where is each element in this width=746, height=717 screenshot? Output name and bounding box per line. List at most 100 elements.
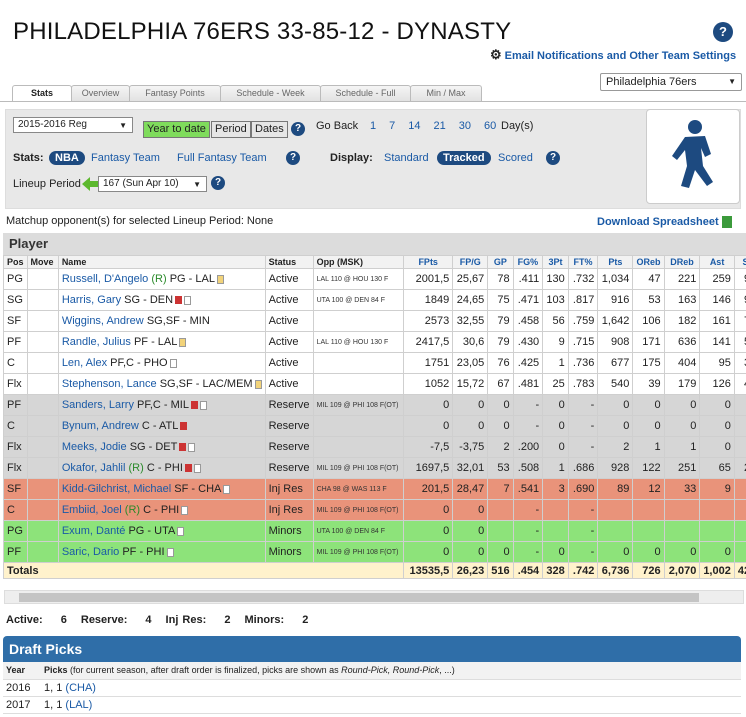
go-back-14[interactable]: 14	[408, 120, 421, 132]
note-icon[interactable]	[181, 505, 189, 515]
player-name-link[interactable]: Harris, Gary	[61, 294, 122, 306]
move-cell[interactable]	[26, 394, 59, 416]
move-cell[interactable]	[26, 310, 59, 332]
draft-pick-team-link[interactable]: (LAL)	[65, 698, 93, 711]
download-spreadsheet-link[interactable]: Download Spreadsheet	[597, 216, 732, 229]
status-cell[interactable]: Active	[264, 310, 314, 332]
note-icon[interactable]	[193, 463, 201, 473]
column-header[interactable]: FG%	[512, 255, 544, 269]
help-icon[interactable]: ?	[291, 122, 305, 136]
stats-fantasy-team-link[interactable]: Fantasy Team	[91, 152, 160, 164]
player-name-link[interactable]: Meeks, Jodie	[61, 441, 127, 453]
arrow-left-icon[interactable]	[82, 177, 98, 191]
note-icon[interactable]	[177, 526, 185, 536]
status-cell[interactable]: Active	[264, 352, 314, 374]
move-cell[interactable]	[26, 373, 59, 395]
note-icon[interactable]	[199, 400, 207, 410]
flag-icon[interactable]	[184, 464, 192, 473]
dates-button[interactable]: Dates	[251, 121, 288, 138]
lineup-period-select[interactable]: 167 (Sun Apr 10) ▼	[98, 176, 207, 192]
flag-icon[interactable]	[190, 401, 198, 410]
tab-schedule-full[interactable]: Schedule - Full	[320, 85, 411, 101]
stats-full-fantasy-team-link[interactable]: Full Fantasy Team	[177, 152, 267, 164]
column-header[interactable]: FPts	[403, 255, 454, 269]
move-cell[interactable]	[26, 268, 59, 290]
player-name-link[interactable]: Bynum, Andrew	[61, 420, 139, 432]
period-button[interactable]: Period	[211, 121, 251, 138]
news-note-icon[interactable]	[216, 274, 224, 284]
move-cell[interactable]	[26, 457, 59, 479]
go-back-7[interactable]: 7	[389, 120, 396, 132]
column-header[interactable]: 3Pt	[542, 255, 569, 269]
move-cell[interactable]	[26, 289, 59, 311]
scrollbar-thumb[interactable]	[19, 593, 699, 602]
move-cell[interactable]	[26, 478, 59, 500]
player-name-link[interactable]: Russell, D'Angelo	[61, 273, 149, 285]
note-icon[interactable]	[169, 358, 177, 368]
note-icon[interactable]	[166, 547, 174, 557]
tab-stats[interactable]: Stats	[12, 85, 72, 102]
year-to-date-button[interactable]: Year to date	[143, 121, 210, 138]
flag-icon[interactable]	[175, 296, 183, 305]
tab-overview[interactable]: Overview	[71, 85, 130, 101]
move-cell[interactable]	[26, 499, 59, 521]
player-name-link[interactable]: Embiid, Joel	[61, 504, 122, 516]
move-cell[interactable]	[26, 415, 59, 437]
column-header[interactable]: GP	[487, 255, 514, 269]
display-tracked-toggle[interactable]: Tracked	[437, 151, 491, 165]
player-name-link[interactable]: Exum, Danté	[61, 525, 126, 537]
column-header[interactable]: OReb	[632, 255, 665, 269]
go-back-21[interactable]: 21	[433, 120, 446, 132]
help-icon[interactable]: ?	[211, 176, 225, 190]
status-cell[interactable]: Reserve	[264, 394, 314, 416]
status-cell[interactable]: Reserve	[264, 436, 314, 458]
move-cell[interactable]	[26, 541, 59, 563]
horizontal-scrollbar[interactable]	[4, 590, 744, 604]
note-icon[interactable]	[184, 295, 192, 305]
column-header[interactable]: St	[733, 255, 746, 269]
player-name-link[interactable]: Wiggins, Andrew	[61, 315, 144, 327]
note-icon[interactable]	[188, 442, 196, 452]
column-header[interactable]: FP/G	[452, 255, 489, 269]
status-cell[interactable]: Inj Res	[264, 499, 314, 521]
flag-icon[interactable]	[179, 443, 187, 452]
draft-pick-team-link[interactable]: (CHA)	[65, 681, 96, 694]
move-cell[interactable]	[26, 352, 59, 374]
player-name-link[interactable]: Okafor, Jahlil	[61, 462, 126, 474]
help-icon[interactable]: ?	[713, 22, 733, 42]
column-header[interactable]: Ast	[699, 255, 735, 269]
status-cell[interactable]: Minors	[264, 541, 314, 563]
news-note-icon[interactable]	[254, 379, 262, 389]
go-back-60[interactable]: 60	[484, 120, 497, 132]
column-header[interactable]: DReb	[663, 255, 701, 269]
go-back-1[interactable]: 1	[370, 120, 377, 132]
status-cell[interactable]: Active	[264, 373, 314, 395]
tab-min-max[interactable]: Min / Max	[410, 85, 482, 101]
column-header[interactable]: Pts	[597, 255, 634, 269]
status-cell[interactable]: Active	[264, 331, 314, 353]
go-back-30[interactable]: 30	[458, 120, 471, 132]
team-select[interactable]: Philadelphia 76ers ▼	[600, 73, 742, 91]
player-name-link[interactable]: Randle, Julius	[61, 336, 131, 348]
season-select[interactable]: 2015-2016 Reg ▼	[13, 117, 133, 133]
status-cell[interactable]: Reserve	[264, 415, 314, 437]
column-header[interactable]: FT%	[567, 255, 599, 269]
player-name-link[interactable]: Stephenson, Lance	[61, 378, 157, 390]
player-name-link[interactable]: Sanders, Larry	[61, 399, 134, 411]
flag-icon[interactable]	[180, 422, 188, 431]
help-icon[interactable]: ?	[546, 151, 560, 165]
stats-nba-toggle[interactable]: NBA	[49, 151, 85, 165]
news-note-icon[interactable]	[179, 337, 187, 347]
status-cell[interactable]: Active	[264, 289, 314, 311]
player-name-link[interactable]: Saric, Dario	[61, 546, 120, 558]
move-cell[interactable]	[26, 436, 59, 458]
display-standard-link[interactable]: Standard	[384, 152, 429, 164]
status-cell[interactable]: Inj Res	[264, 478, 314, 500]
status-cell[interactable]: Minors	[264, 520, 314, 542]
status-cell[interactable]: Active	[264, 268, 314, 290]
help-icon[interactable]: ?	[286, 151, 300, 165]
display-scored-link[interactable]: Scored	[498, 152, 533, 164]
note-icon[interactable]	[223, 484, 231, 494]
player-name-link[interactable]: Len, Alex	[61, 357, 108, 369]
player-name-link[interactable]: Kidd-Gilchrist, Michael	[61, 483, 172, 495]
